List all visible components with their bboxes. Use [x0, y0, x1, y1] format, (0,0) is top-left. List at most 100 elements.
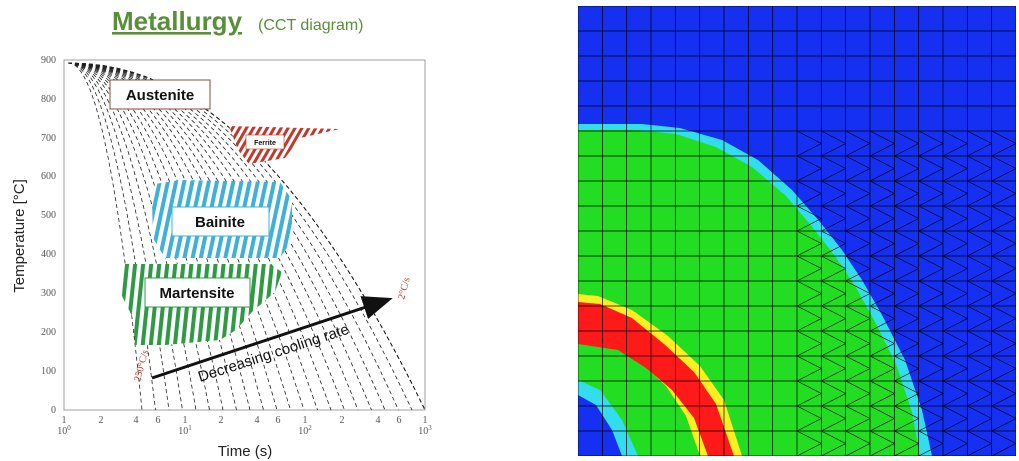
sim-blue-core [578, 395, 622, 456]
mesh-diagonal [967, 130, 992, 144]
bainite-label: Bainite [195, 214, 245, 231]
mesh-diagonal [918, 230, 944, 244]
mesh-diagonal [894, 130, 919, 144]
mesh-diagonal [967, 443, 992, 456]
mesh-diagonal [821, 405, 846, 419]
svg-text:101: 101 [178, 424, 192, 437]
mesh-diagonal [845, 380, 871, 394]
mesh-diagonal [821, 380, 846, 394]
mesh-diagonal [869, 330, 895, 344]
mesh-diagonal [967, 330, 992, 344]
mesh-diagonal [918, 405, 944, 419]
mesh-diagonal [796, 343, 822, 357]
mesh-diagonal [918, 443, 944, 456]
svg-text:4: 4 [255, 415, 260, 426]
mesh-diagonal [845, 193, 871, 207]
y-tick-400: 400 [41, 249, 56, 260]
mesh-diagonal [991, 430, 1016, 444]
mesh-diagonal [918, 305, 944, 319]
mesh-diagonal [918, 430, 944, 444]
mesh-diagonal [796, 443, 822, 456]
mesh-diagonal [869, 355, 895, 369]
y-tick-100: 100 [41, 366, 56, 377]
mesh-diagonal [869, 143, 895, 157]
mesh-diagonal [869, 293, 895, 307]
mesh-diagonal [845, 330, 871, 344]
mesh-diagonal [869, 280, 895, 294]
mesh-diagonal [821, 430, 846, 444]
mesh-diagonal [918, 368, 944, 382]
mesh-diagonal [942, 443, 968, 456]
mesh-diagonal [918, 255, 944, 269]
y-tick-800: 800 [41, 94, 56, 105]
mesh-diagonal [967, 243, 992, 257]
mesh-diagonal [942, 293, 968, 307]
svg-text:6: 6 [156, 415, 161, 426]
mesh-diagonal [918, 280, 944, 294]
mesh-diagonal [967, 293, 992, 307]
mesh-diagonal [918, 293, 944, 307]
mesh-diagonal [967, 368, 992, 382]
mesh-diagonal [796, 430, 822, 444]
ferrite-label: Ferrite [254, 140, 276, 147]
mesh-diagonal [918, 318, 944, 332]
mesh-diagonal [918, 155, 944, 169]
mesh-diagonal [894, 368, 919, 382]
mesh-diagonal [796, 243, 822, 257]
mesh-diagonal [918, 380, 944, 394]
cooling-curve [67, 62, 291, 411]
mesh-diagonal [845, 430, 871, 444]
mesh-diagonal [796, 355, 822, 369]
mesh-diagonal [869, 418, 895, 432]
mesh-diagonal [942, 368, 968, 382]
mesh-diagonal [821, 393, 846, 407]
mesh-diagonal [942, 230, 968, 244]
y-tick-0: 0 [51, 405, 56, 416]
mesh-diagonal [967, 168, 992, 182]
mesh-diagonal [845, 155, 871, 169]
mesh-diagonal [918, 393, 944, 407]
mesh-diagonal [821, 193, 846, 207]
mesh-diagonal [967, 193, 992, 207]
mesh-diagonal [869, 193, 895, 207]
mesh-diagonal [991, 368, 1016, 382]
mesh-diagonal [845, 143, 871, 157]
mesh-diagonal [894, 393, 919, 407]
mesh-diagonal [942, 418, 968, 432]
mesh-diagonal [894, 193, 919, 207]
mesh-diagonal [894, 355, 919, 369]
mesh-diagonal [991, 193, 1016, 207]
mesh-diagonal [967, 405, 992, 419]
mesh-diagonal [869, 405, 895, 419]
austenite-label: Austenite [126, 87, 194, 104]
y-tick-500: 500 [41, 210, 56, 221]
mesh-diagonal [869, 255, 895, 269]
svg-text:102: 102 [298, 424, 312, 437]
mesh-diagonal [821, 143, 846, 157]
mesh-diagonal [894, 443, 919, 456]
mesh-diagonal [894, 218, 919, 232]
mesh-diagonal [894, 280, 919, 294]
mesh-diagonal [942, 280, 968, 294]
mesh-diagonal [967, 143, 992, 157]
mesh-diagonal [894, 430, 919, 444]
mesh-diagonal [821, 130, 846, 144]
mesh-diagonal [918, 143, 944, 157]
cct-diagram: 900 800 700 600 500 400 300 200 100 0 1 … [11, 55, 432, 460]
mesh-diagonal [942, 255, 968, 269]
mesh-diagonal [991, 443, 1016, 456]
mesh-diagonal [967, 343, 992, 357]
mesh-diagonal [918, 218, 944, 232]
mesh-diagonal [845, 180, 871, 194]
mesh-diagonal [991, 405, 1016, 419]
mesh-diagonal [942, 130, 968, 144]
mesh-diagonal [821, 418, 846, 432]
mesh-diagonal [821, 355, 846, 369]
y-tick-900: 900 [41, 55, 56, 66]
y-tick-200: 200 [41, 327, 56, 338]
mesh-diagonal [918, 418, 944, 432]
mesh-diagonal [918, 355, 944, 369]
mesh-diagonal [894, 205, 919, 219]
mesh-diagonal [894, 405, 919, 419]
